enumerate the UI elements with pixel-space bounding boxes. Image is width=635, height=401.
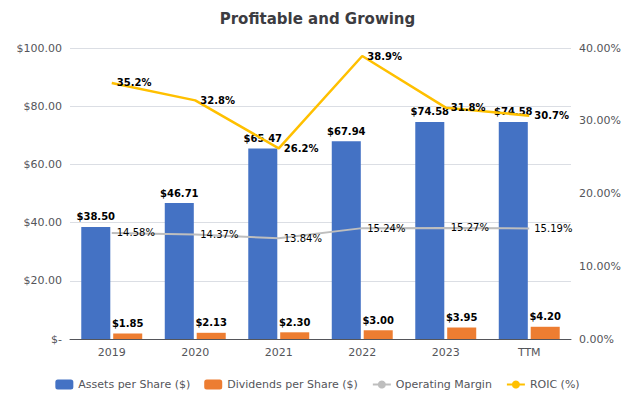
svg-text:35.2%: 35.2%	[117, 77, 152, 88]
svg-text:14.58%: 14.58%	[117, 227, 155, 238]
svg-text:15.24%: 15.24%	[367, 223, 405, 234]
svg-text:40.00%: 40.00%	[579, 42, 621, 55]
svg-text:2023: 2023	[432, 346, 460, 359]
svg-text:26.2%: 26.2%	[284, 143, 319, 154]
svg-text:TTM: TTM	[517, 346, 541, 359]
svg-text:$2.30: $2.30	[279, 317, 311, 328]
svg-text:2021: 2021	[265, 346, 293, 359]
svg-text:$100.00: $100.00	[17, 42, 63, 55]
svg-text:$46.71: $46.71	[160, 188, 199, 199]
svg-text:15.27%: 15.27%	[451, 222, 489, 233]
svg-text:20.00%: 20.00%	[579, 187, 621, 200]
svg-text:38.9%: 38.9%	[367, 51, 402, 62]
svg-text:10.00%: 10.00%	[579, 260, 621, 273]
svg-text:31.8%: 31.8%	[451, 102, 486, 113]
svg-text:$67.94: $67.94	[327, 126, 366, 137]
svg-text:Operating Margin: Operating Margin	[396, 378, 492, 391]
svg-text:$1.85: $1.85	[112, 318, 144, 329]
svg-text:$80.00: $80.00	[24, 100, 63, 113]
svg-text:2020: 2020	[181, 346, 209, 359]
svg-text:2022: 2022	[348, 346, 376, 359]
svg-text:15.19%: 15.19%	[534, 223, 572, 234]
svg-text:$40.00: $40.00	[24, 216, 63, 229]
svg-text:$3.95: $3.95	[446, 312, 478, 323]
svg-text:$2.13: $2.13	[195, 317, 227, 328]
svg-text:ROIC (%): ROIC (%)	[530, 378, 580, 391]
svg-text:Profitable and Growing: Profitable and Growing	[220, 10, 416, 28]
svg-text:$3.00: $3.00	[362, 315, 394, 326]
svg-text:0.00%: 0.00%	[579, 333, 614, 346]
svg-text:Dividends per Share ($): Dividends per Share ($)	[227, 378, 358, 391]
svg-text:$4.20: $4.20	[529, 311, 561, 322]
svg-text:$38.50: $38.50	[76, 211, 115, 222]
svg-text:$65.47: $65.47	[243, 133, 283, 144]
svg-text:Assets per Share ($): Assets per Share ($)	[78, 378, 190, 391]
svg-text:13.84%: 13.84%	[284, 233, 322, 244]
svg-text:2019: 2019	[98, 346, 126, 359]
svg-text:30.7%: 30.7%	[534, 110, 569, 121]
svg-text:30.00%: 30.00%	[579, 114, 621, 127]
svg-text:$74.58: $74.58	[494, 106, 533, 118]
svg-text:32.8%: 32.8%	[200, 95, 235, 106]
svg-text:14.37%: 14.37%	[200, 229, 238, 240]
svg-text:$60.00: $60.00	[24, 158, 63, 171]
svg-text:$-: $-	[51, 333, 62, 346]
svg-text:$74.58: $74.58	[410, 106, 449, 117]
svg-text:$20.00: $20.00	[24, 274, 63, 287]
